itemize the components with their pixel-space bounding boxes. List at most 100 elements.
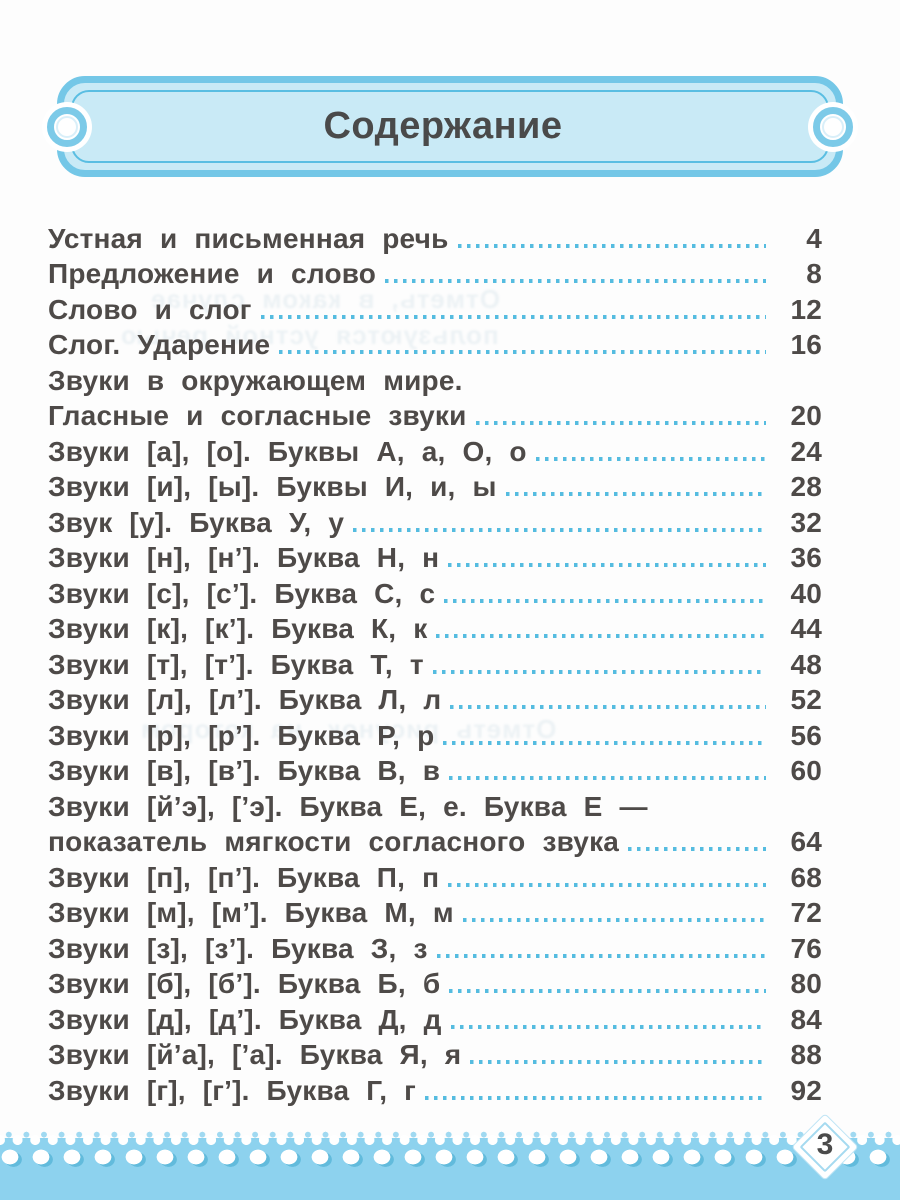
toc-entry-page: 68 (790, 861, 822, 893)
toc-entry: Звуки [й’э], [’э]. Буква Е, е. Буква Е — (48, 787, 822, 823)
toc-entry: Звуки [л], [л’]. Буква Л, л 52 (48, 681, 822, 717)
toc-entry: Слово и слог 12 (48, 290, 822, 326)
toc-entry-title: Звуки [т], [т’]. Буква Т, т (48, 648, 424, 680)
toc-entry: Звуки [м], [м’]. Буква М, м 72 (48, 894, 822, 930)
dot-leader (443, 740, 766, 745)
toc-entry-title: Звуки [и], [ы]. Буквы И, и, ы (48, 471, 497, 502)
dot-leader (462, 918, 766, 922)
dot-leader (444, 598, 766, 603)
toc-entry-page: 44 (790, 613, 822, 644)
dot-leader (436, 953, 766, 958)
toc-entry: Звуки [с], [с’]. Буква С, с 40 (48, 574, 822, 610)
dot-leader (448, 882, 766, 887)
toc-entry-title: Звуки [с], [с’]. Буква С, с (48, 577, 436, 609)
toc-entry: Звуки [к], [к’]. Буква К, к 44 (48, 610, 822, 646)
dot-leader (449, 989, 766, 993)
dot-leader (535, 456, 766, 461)
toc-entry-page: 56 (790, 719, 822, 751)
toc-entry-page: 72 (790, 897, 822, 928)
toc-entry: Звуки [п], [п’]. Буква П, п 68 (48, 858, 822, 894)
toc-entry-page: 4 (806, 222, 822, 254)
toc-entry-title: Звуки [м], [м’]. Буква М, м (48, 897, 454, 928)
toc-entry-page: 84 (790, 1003, 822, 1035)
toc-entry-title: Звуки [б], [б’]. Буква Б, б (48, 968, 441, 999)
toc-entry-page: 92 (790, 1074, 822, 1106)
dot-leader (628, 847, 766, 851)
toc-entry-title: Звуки [в], [в’]. Буква В, в (48, 755, 441, 786)
toc-entry-page: 32 (790, 506, 822, 538)
toc-entry-page: 80 (790, 968, 822, 999)
toc-entry-title: Устная и письменная речь (48, 222, 449, 254)
toc-entry-title: Звуки [а], [о]. Буквы А, а, О, о (48, 435, 527, 467)
toc-entry: Слог. Ударение 16 (48, 326, 822, 362)
toc-entry: Звуки [а], [о]. Буквы А, а, О, о 24 (48, 432, 822, 468)
dot-leader (353, 527, 766, 532)
toc-entry: Звуки [и], [ы]. Буквы И, и, ы 28 (48, 468, 822, 504)
toc-entry: Звуки [р], [р’]. Буква Р, р 56 (48, 716, 822, 752)
toc-entry: Звуки [н], [н’]. Буква Н, н 36 (48, 539, 822, 575)
toc-entry-title: Звук [у]. Буква У, у (48, 506, 345, 538)
ring-ornament-left-icon (47, 107, 87, 147)
toc-entry-page: 76 (790, 932, 822, 964)
toc-entry: Звуки [з], [з’]. Буква З, з 76 (48, 929, 822, 965)
toc-entry-page: 36 (790, 542, 822, 573)
toc-entry-page: 28 (790, 471, 822, 502)
toc-entry-title: Звуки [й’э], [’э]. Буква Е, е. Буква Е — (48, 790, 648, 822)
dot-leader (436, 634, 766, 638)
toc-entry: Звуки [д], [д’]. Буква Д, д 84 (48, 1000, 822, 1036)
dot-leader (425, 1095, 766, 1100)
toc-entry-title: показатель мягкости согласного звука (48, 826, 620, 857)
toc-entry-title: Звуки [з], [з’]. Буква З, з (48, 932, 428, 964)
toc-entry-page: 64 (790, 826, 822, 857)
dot-leader (470, 1060, 766, 1064)
toc-entry: Звук [у]. Буква У, у 32 (48, 503, 822, 539)
toc-entry: Звуки [б], [б’]. Буква Б, б 80 (48, 965, 822, 1001)
toc-entry-page: 16 (790, 329, 822, 360)
dot-leader (457, 243, 766, 248)
toc-entry: Звуки в окружающем мире. (48, 361, 822, 397)
toc-entry-title: Звуки [л], [л’]. Буква Л, л (48, 684, 442, 715)
toc-list: Устная и письменная речь 4 Предложение и… (48, 219, 822, 1107)
toc-entry-title: Звуки [р], [р’]. Буква Р, р (48, 719, 435, 751)
dot-leader (385, 279, 766, 283)
toc-entry: показатель мягкости согласного звука 64 (48, 823, 822, 859)
dot-leader (450, 1024, 766, 1029)
toc-entry: Гласные и согласные звуки 20 (48, 397, 822, 433)
dot-leader (432, 669, 766, 674)
toc-entry-page: 20 (790, 400, 822, 431)
toc-entry-page: 52 (790, 684, 822, 715)
toc-entry: Звуки [т], [т’]. Буква Т, т 48 (48, 645, 822, 681)
header-plate: Содержание (57, 76, 843, 177)
bottom-band (0, 1127, 900, 1200)
toc-entry-title: Звуки [п], [п’]. Буква П, п (48, 861, 440, 893)
toc-entry: Звуки [г], [г’]. Буква Г, г 92 (48, 1071, 822, 1107)
toc-entry: Звуки [й’а], [’а]. Буква Я, я 88 (48, 1036, 822, 1072)
ring-ornament-right-icon (813, 107, 853, 147)
toc-entry-page: 60 (790, 755, 822, 786)
toc-entry-page: 88 (790, 1039, 822, 1070)
toc-entry: Устная и письменная речь 4 (48, 219, 822, 255)
toc-entry-page: 40 (790, 577, 822, 609)
page-title: Содержание (323, 105, 563, 147)
band-dots-ornament (0, 1146, 900, 1170)
toc-entry-title: Звуки [н], [н’]. Буква Н, н (48, 542, 440, 573)
toc-entry-title: Слово и слог (48, 293, 252, 325)
toc-entry-title: Звуки в окружающем мире. (48, 364, 463, 396)
page-number: 3 (816, 1128, 834, 1161)
toc-entry-title: Звуки [г], [г’]. Буква Г, г (48, 1074, 417, 1106)
dot-leader (260, 314, 766, 319)
dot-leader (279, 350, 766, 354)
dot-leader (450, 705, 766, 709)
toc-entry: Звуки [в], [в’]. Буква В, в 60 (48, 752, 822, 788)
toc-entry-title: Гласные и согласные звуки (48, 400, 467, 431)
toc-entry-title: Звуки [д], [д’]. Буква Д, д (48, 1003, 442, 1035)
toc-entry-page: 8 (806, 258, 822, 289)
toc-entry: Предложение и слово 8 (48, 255, 822, 291)
toc-entry-page: 24 (790, 435, 822, 467)
toc-entry-page: 48 (790, 648, 822, 680)
toc-entry-title: Предложение и слово (48, 258, 377, 289)
dot-leader (475, 421, 766, 425)
toc-entry-title: Звуки [к], [к’]. Буква К, к (48, 613, 428, 644)
toc-entry-page: 12 (790, 293, 822, 325)
